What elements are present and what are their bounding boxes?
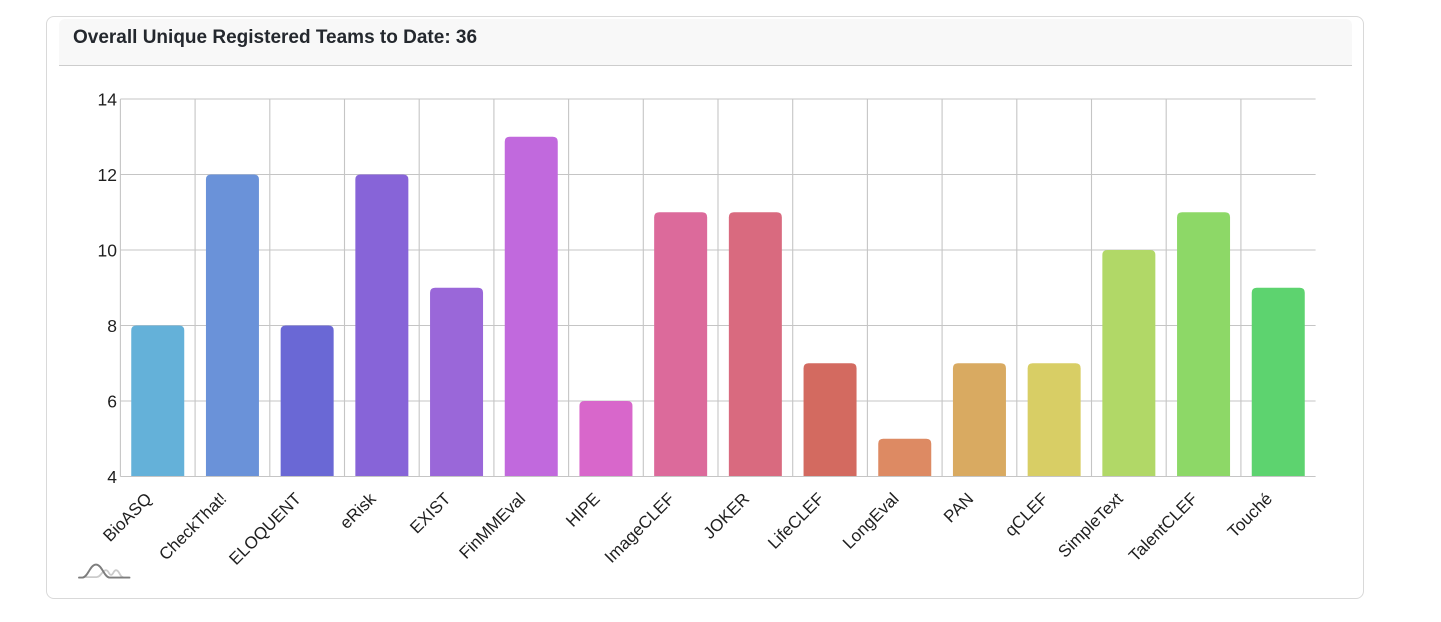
- svg-text:14: 14: [98, 90, 118, 110]
- svg-text:4: 4: [107, 467, 117, 487]
- svg-text:BioASQ: BioASQ: [99, 489, 155, 545]
- svg-text:ELOQUENT: ELOQUENT: [225, 489, 305, 569]
- svg-text:CheckThat!: CheckThat!: [155, 489, 230, 564]
- svg-text:EXIST: EXIST: [406, 489, 454, 537]
- svg-text:HIPE: HIPE: [562, 489, 603, 530]
- svg-text:TalentCLEF: TalentCLEF: [1125, 489, 1201, 565]
- svg-text:SimpleText: SimpleText: [1054, 489, 1126, 561]
- svg-text:FinMMEval: FinMMEval: [456, 489, 530, 563]
- svg-text:qCLEF: qCLEF: [1001, 489, 1052, 540]
- svg-text:LifeCLEF: LifeCLEF: [764, 489, 828, 553]
- svg-text:JOKER: JOKER: [700, 489, 754, 543]
- svg-text:LongEval: LongEval: [839, 489, 903, 553]
- svg-text:8: 8: [107, 316, 117, 336]
- svg-text:eRisk: eRisk: [336, 489, 380, 533]
- svg-text:12: 12: [98, 165, 117, 185]
- svg-text:PAN: PAN: [940, 489, 977, 526]
- svg-text:6: 6: [107, 392, 117, 412]
- svg-text:10: 10: [98, 241, 118, 261]
- svg-text:ImageCLEF: ImageCLEF: [601, 489, 679, 567]
- svg-text:Touché: Touché: [1224, 489, 1276, 541]
